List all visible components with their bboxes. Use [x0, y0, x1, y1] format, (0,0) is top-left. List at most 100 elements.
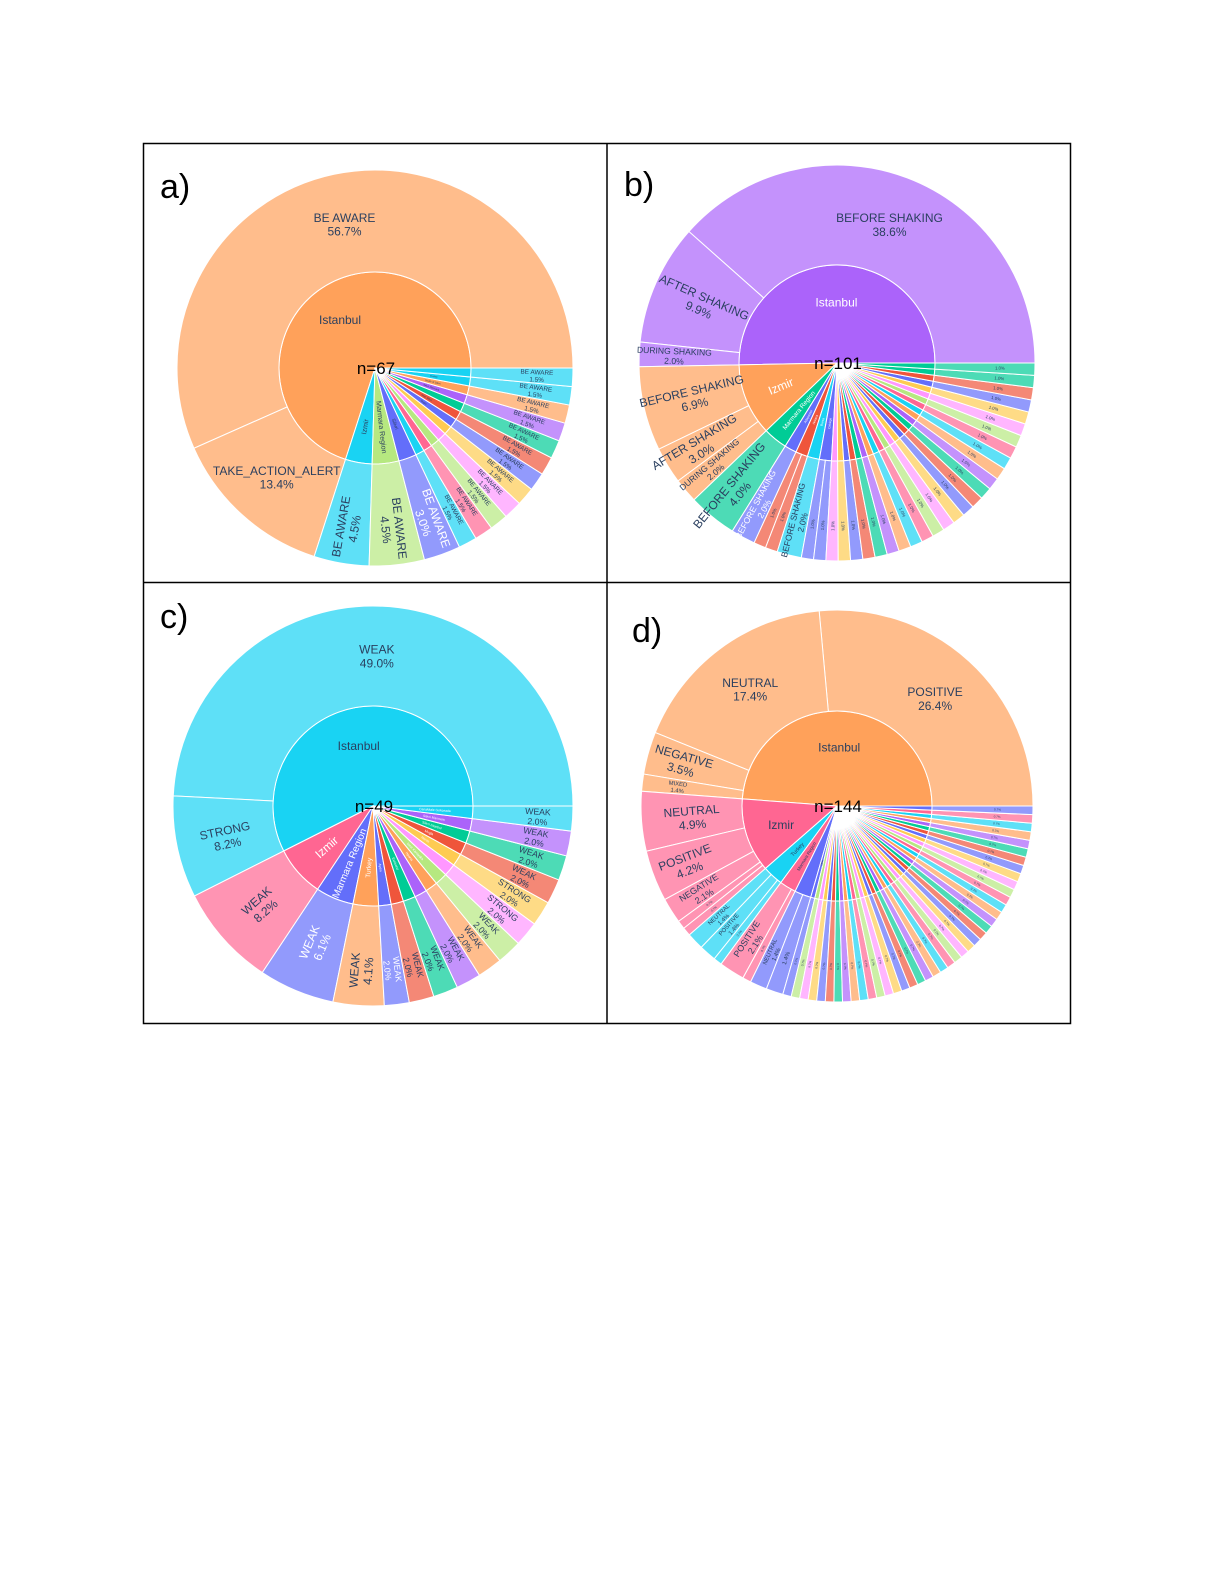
inner-segment-label: Silivri Marmara [423, 814, 446, 822]
outer-segment-label-name: 1.0% [889, 511, 897, 522]
outer-segment[interactable] [934, 362, 1036, 376]
inner-segment-label: Bursa [819, 417, 825, 426]
outer-segment-label-name: MIXED [668, 781, 687, 789]
outer-segment-label: 1.4% [782, 950, 792, 965]
outer-segment-label: 1.0% [809, 519, 815, 530]
outer-segment-label: 1.0% [988, 405, 999, 413]
outer-segment[interactable] [931, 805, 1034, 816]
inner-segment-label: South of Silivri [425, 379, 442, 386]
outer-segment-label-name: NEUTRAL [663, 802, 720, 820]
outer-segment[interactable] [654, 610, 829, 772]
outer-segment-label: 0.7% [857, 961, 862, 969]
outer-segment-label-name: 0.7% [989, 842, 997, 848]
outer-segment-label-name: 0.7% [909, 944, 916, 952]
outer-segment-label: 0.7% [933, 928, 941, 936]
inner-segment-label-name: Silivri Istanbul [422, 820, 443, 830]
outer-segment-label-name: 1.0% [850, 520, 856, 530]
outer-segment-label-name: 0.7% [822, 962, 827, 969]
outer-segment-label-name: 0.7% [800, 959, 805, 967]
outer-segment-label-name: 0.7% [943, 919, 951, 927]
outer-segment[interactable] [176, 169, 574, 449]
inner-segment-label: Turkey [430, 375, 439, 379]
outer-segment-label-name: 0.7% [877, 957, 883, 965]
outer-segment-label-percent: 4.1% [360, 957, 376, 986]
outer-segment[interactable] [172, 605, 574, 807]
outer-segment-label-name: 0.7% [850, 962, 855, 970]
outer-segment[interactable] [193, 406, 347, 558]
outer-segment-label: 1.0% [991, 395, 1002, 402]
outer-segment-label-name: 0.7% [760, 944, 767, 952]
outer-segment-label-name: 1.0% [985, 414, 996, 422]
outer-segment-label: 0.7% [994, 807, 1001, 811]
inner-segment-label: Canakkale Gokceada [419, 807, 451, 813]
inner-segment-label: Near Silivri [421, 394, 433, 403]
outer-segment-label-percent: 1.4% [772, 947, 783, 962]
inner-segment-label-name: Eskisehir [391, 857, 400, 872]
inner-segment-label: Isparta [405, 851, 414, 862]
outer-segment-label-name: 1.0% [940, 480, 950, 491]
outer-segment-label: 1.0% [994, 375, 1004, 381]
inner-segment-label-name: Mugla [420, 399, 428, 406]
outer-segment-label-name: 0.7% [987, 849, 995, 855]
outer-segment[interactable] [818, 609, 1034, 807]
segments [172, 605, 574, 1007]
outer-segment-label: 0.7% [903, 947, 910, 955]
inner-segment-label: Maras [420, 835, 430, 843]
outer-segment-label-name: 0.7% [807, 960, 812, 968]
inner-segment-label: Ankara [812, 414, 819, 425]
inner-segment-label: Silivri [820, 859, 825, 866]
outer-segment-label-name: 0.7% [836, 963, 840, 970]
inner-segment-label-name: Silivri [391, 418, 400, 430]
outer-segment[interactable] [688, 164, 1036, 364]
outer-segment-label-percent: 17.4% [733, 690, 767, 704]
outer-segment-label: BE AWARE4.5% [375, 497, 410, 562]
outer-segment-label-name: 1.0% [880, 514, 888, 525]
outer-segment-label-name: 1.0% [995, 365, 1005, 370]
outer-segment-label-name: 1.0% [820, 520, 826, 530]
outer-segment-label-name: 0.7% [953, 909, 961, 917]
outer-segment-label: 0.7% [992, 828, 1000, 833]
outer-segment-label-name: 1.0% [977, 432, 988, 441]
outer-segment-label: WEAK2.0% [524, 806, 551, 828]
outer-segment-label: NEUTRAL 17.4% [722, 676, 778, 704]
outer-segment-label: 1.0% [972, 441, 983, 450]
outer-segment-label-name: 0.7% [994, 814, 1001, 818]
inner-segment-label-name: Isparta [405, 851, 414, 862]
outer-segment[interactable] [470, 367, 574, 388]
outer-segment-label: WEAK2.0% [400, 951, 426, 981]
outer-segment-label-percent: 38.6% [872, 225, 906, 239]
outer-segment-label: 0.7% [736, 929, 744, 937]
inner-segment-label-name: Izmir [360, 418, 371, 435]
outer-segment-label-name: 0.7% [994, 807, 1001, 811]
outer-segment-label-name: BE AWARE [519, 382, 553, 394]
outer-segment-label: 1.0% [940, 480, 950, 491]
outer-segment-label: 1.0% [907, 502, 916, 513]
outer-segment-label: 0.7% [987, 849, 995, 855]
sample-size-label: n=144 [814, 797, 862, 816]
inner-segment-label-name: Mugla [424, 829, 434, 837]
outer-segment-label-name: 0.7% [985, 855, 993, 861]
inner-segment-label: Izmir [360, 418, 371, 435]
outer-segment-label: 0.7% [958, 904, 966, 912]
inner-segment-label: Istanbul [818, 740, 860, 754]
outer-segment-label: 1.0% [995, 365, 1005, 370]
outer-segment-label: 0.7% [793, 957, 799, 965]
outer-segment-label-name: 1.0% [994, 375, 1004, 381]
outer-segment-label: 0.7% [915, 940, 922, 948]
outer-segment-label-percent: 4.5% [377, 515, 394, 544]
outer-segment-label-name: 0.7% [915, 940, 922, 948]
panel-label: c) [160, 598, 188, 636]
outer-segment[interactable] [471, 805, 574, 832]
outer-segment-label: 1.0% [916, 498, 925, 509]
outer-segment-label: 0.7% [863, 960, 868, 968]
outer-segment-label: 0.7% [948, 914, 956, 922]
outer-segment-label-percent: 8.2% [213, 835, 243, 854]
outer-segment-label-name: 0.7% [829, 963, 833, 970]
outer-segment-label-percent: 13.4% [260, 478, 294, 492]
outer-segment-label-percent: 1.4% [670, 788, 685, 796]
outer-segment-label: 1.0% [961, 458, 972, 468]
